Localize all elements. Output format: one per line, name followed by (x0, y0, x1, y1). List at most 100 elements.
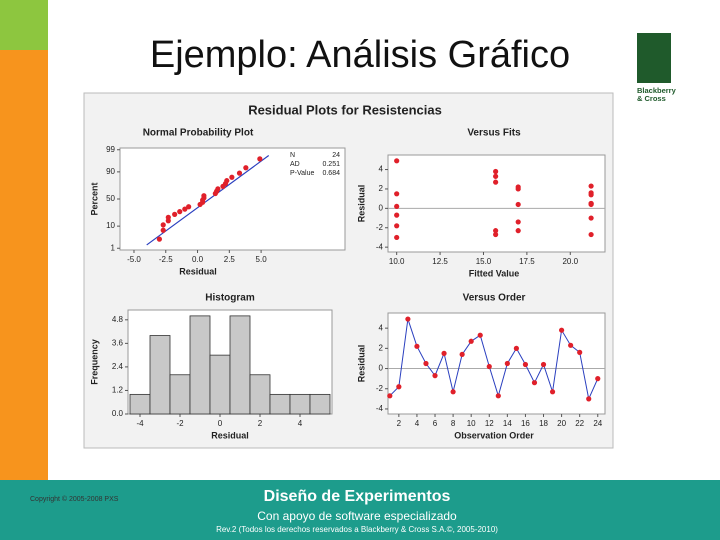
bar (229, 315, 251, 415)
point (459, 351, 465, 358)
bar (129, 393, 151, 415)
x-tick-label: 0.0 (192, 255, 204, 264)
x-axis-label: Observation Order (454, 430, 534, 440)
x-tick-label: -4 (136, 419, 144, 428)
x-tick-label: 17.5 (519, 257, 535, 266)
x-axis-label: Residual (211, 430, 249, 440)
point (588, 183, 594, 189)
y-tick-label: 2.4 (112, 362, 124, 371)
point (236, 170, 243, 176)
point (493, 231, 499, 238)
y-tick-label: 0.0 (112, 409, 124, 418)
bar (269, 393, 291, 415)
plot-title: Versus Order (463, 293, 526, 304)
point (432, 373, 438, 379)
x-axis-label: Fitted Value (469, 268, 520, 278)
stat-label: N (290, 152, 295, 159)
point (394, 223, 400, 229)
point (160, 227, 166, 233)
point (493, 228, 499, 234)
point (165, 214, 171, 220)
point (257, 156, 263, 162)
y-tick-label: -2 (376, 223, 384, 232)
y-tick-label: 4 (379, 323, 384, 332)
x-tick-label: 15.0 (476, 257, 492, 266)
y-tick-label: 90 (106, 167, 115, 176)
stat-label: P-Value (290, 170, 314, 177)
bar (289, 393, 311, 415)
y-tick-label: 0 (379, 364, 384, 373)
x-tick-label: 6 (433, 419, 438, 428)
point (504, 360, 510, 367)
x-tick-label: 10.0 (389, 257, 405, 266)
y-tick-label: 4 (379, 165, 384, 174)
point (423, 360, 429, 367)
point (577, 349, 583, 355)
logo-text: & Cross (637, 94, 666, 103)
point (215, 186, 221, 192)
stat-value: 24 (332, 152, 340, 159)
logo-text: Blackberry (637, 86, 677, 95)
y-tick-label: 0 (379, 203, 384, 212)
point (515, 219, 521, 225)
y-tick-label: 4.8 (112, 315, 124, 324)
stat-value: 0.684 (322, 170, 340, 177)
plot-area (387, 312, 606, 415)
point (394, 212, 400, 218)
point (495, 393, 501, 399)
x-tick-label: -5.0 (127, 255, 141, 264)
bar (209, 354, 231, 415)
plot-area (119, 147, 346, 251)
y-tick-label: -4 (376, 404, 384, 413)
slide-title: Ejemplo: Análisis Gráfico (150, 34, 570, 76)
point (182, 206, 188, 212)
point (586, 396, 592, 402)
point (394, 191, 400, 197)
point (493, 168, 499, 175)
stat-value: 0.251 (322, 161, 340, 168)
point (201, 193, 207, 199)
y-axis-label: Residual (356, 345, 366, 383)
panel-title: Residual Plots for Resistencias (248, 102, 442, 117)
y-axis-label: Percent (89, 182, 99, 215)
footer-subtitle: Con apoyo de software especializado (257, 509, 457, 523)
x-tick-label: 4 (298, 419, 303, 428)
y-tick-label: 2 (379, 343, 384, 352)
y-axis-label: Residual (356, 185, 366, 223)
side-strip (0, 50, 48, 480)
bar (149, 335, 171, 415)
residual-line (389, 318, 599, 401)
x-axis-label: Residual (179, 266, 217, 276)
y-tick-label: 2 (379, 184, 384, 193)
point (559, 327, 565, 333)
copyright: Copyright © 2005-2008 PXS (30, 495, 119, 503)
point (486, 363, 492, 370)
x-tick-label: 20.0 (562, 257, 578, 266)
point (394, 234, 400, 241)
point (394, 158, 400, 164)
point (522, 361, 529, 368)
point (588, 231, 594, 238)
point (468, 338, 474, 344)
bar (249, 374, 271, 415)
point (531, 380, 538, 386)
x-tick-label: 14 (503, 419, 512, 428)
point (549, 389, 556, 395)
x-tick-label: 20 (557, 419, 566, 428)
x-tick-label: 0 (218, 419, 223, 428)
point (540, 361, 547, 368)
y-tick-label: 50 (106, 194, 115, 203)
point (513, 345, 519, 351)
y-tick-label: 1 (111, 243, 116, 252)
x-tick-label: 10 (467, 419, 476, 428)
point (568, 342, 574, 348)
x-tick-label: 2 (258, 419, 263, 428)
point (493, 173, 499, 179)
y-tick-label: -4 (376, 242, 384, 251)
x-tick-label: 8 (451, 419, 456, 428)
point (396, 384, 402, 390)
point (177, 209, 183, 215)
point (405, 316, 411, 322)
x-tick-label: 2.5 (224, 255, 236, 264)
